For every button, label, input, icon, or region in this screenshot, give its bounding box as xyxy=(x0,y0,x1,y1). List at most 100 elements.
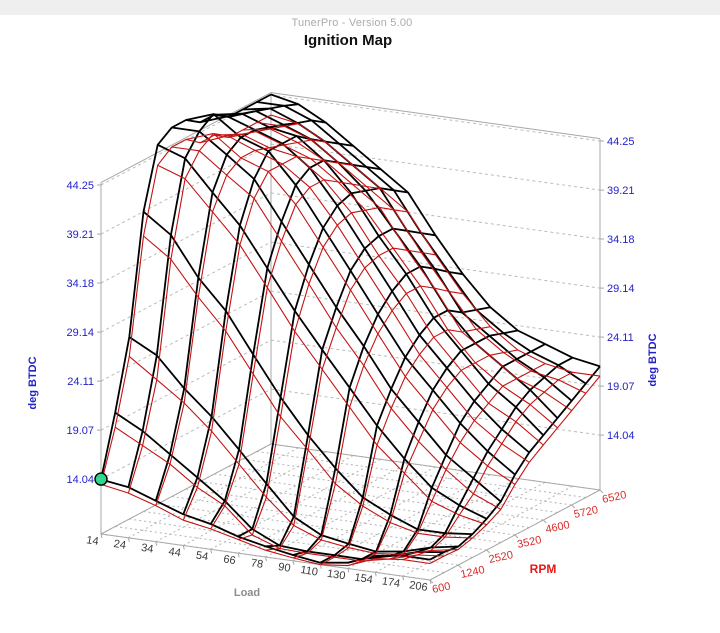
app-version-caption: TunerPro - Version 5.00 xyxy=(291,17,413,29)
x-axis-title: Load xyxy=(234,587,260,599)
primary-map-col xyxy=(128,336,459,553)
z-tick-label-right: 44.25 xyxy=(607,136,635,148)
rpm-tick xyxy=(486,549,491,554)
primary-map-col xyxy=(142,211,473,535)
z-tick-label-left: 24.11 xyxy=(67,376,94,388)
compare-map-col xyxy=(256,121,587,394)
primary-map-col xyxy=(171,126,502,503)
z-tick-label-left: 19.07 xyxy=(66,425,94,437)
rpm-tick xyxy=(542,519,547,524)
floor-back-edge xyxy=(270,443,601,491)
z-tick-label-left: 29.14 xyxy=(66,327,94,339)
load-tick-label: 110 xyxy=(300,564,319,579)
load-tick xyxy=(292,560,295,565)
right-wall-gridline xyxy=(270,241,601,289)
primary-map-col xyxy=(114,411,445,560)
left-wall-gridline xyxy=(100,388,272,480)
z-tick-label-left: 14.04 xyxy=(66,474,94,486)
floor-gridline xyxy=(185,488,516,536)
compare-map-col xyxy=(100,483,431,567)
floor-left-edge xyxy=(100,443,272,535)
rpm-tick-label: 4600 xyxy=(544,519,570,536)
compare-map-col xyxy=(214,133,544,446)
top-right-edge xyxy=(270,92,601,140)
primary-map-col xyxy=(228,110,559,419)
load-tick xyxy=(100,533,103,539)
right-wall-gridline xyxy=(270,388,601,436)
compare-map-col xyxy=(185,133,516,485)
primary-map-row xyxy=(292,265,464,556)
z-tick-label-right: 24.11 xyxy=(607,332,634,344)
load-tick xyxy=(319,564,322,569)
rpm-tick xyxy=(514,534,519,539)
compare-map-row xyxy=(127,123,299,494)
z-tick-label-right: 39.21 xyxy=(607,185,635,197)
load-tick xyxy=(155,541,158,546)
rpm-tick xyxy=(457,564,462,569)
rpm-tick-label: 5720 xyxy=(573,504,599,521)
compare-map-col xyxy=(143,235,473,539)
compare-map-col xyxy=(128,355,459,555)
floor-gridline xyxy=(242,458,572,506)
left-wall-gridline xyxy=(100,339,272,431)
right-wall-gridline xyxy=(270,290,601,338)
top-left-edge xyxy=(100,92,272,184)
rpm-tick-label: 3520 xyxy=(516,534,542,551)
primary-map-col xyxy=(100,478,431,564)
load-tick-label: 206 xyxy=(408,579,428,594)
window-top-strip xyxy=(0,0,720,15)
primary-map-col xyxy=(214,112,544,436)
left-wall-gridline xyxy=(100,241,272,333)
compare-map-col xyxy=(270,114,601,377)
z-tick-label-left: 44.25 xyxy=(66,180,94,192)
z-tick-label-right: 14.04 xyxy=(607,430,635,442)
z-axis-title-right: deg BTDC xyxy=(647,333,659,386)
load-tick xyxy=(237,553,240,558)
left-wall-gridline xyxy=(100,192,272,284)
compare-map-col xyxy=(228,131,558,429)
chart-title: Ignition Map xyxy=(303,32,393,49)
primary-map-row xyxy=(209,159,381,525)
primary-map-col xyxy=(185,113,516,476)
compare-map-row xyxy=(375,363,546,560)
primary-map-row xyxy=(375,343,546,557)
floor-gridline xyxy=(115,526,445,573)
compare-map-col xyxy=(114,426,445,562)
load-tick-label: 54 xyxy=(195,550,209,564)
y-axis-title: RPM xyxy=(530,562,557,576)
primary-map-col xyxy=(270,93,601,368)
right-wall-gridline xyxy=(270,192,601,240)
load-tick-label: 154 xyxy=(354,572,374,587)
z-tick-label-right: 29.14 xyxy=(607,283,635,295)
z-axis-title-left: deg BTDC xyxy=(27,356,39,409)
compare-map-col xyxy=(242,128,573,412)
left-wall-gridline xyxy=(100,143,272,235)
load-tick-label: 130 xyxy=(326,568,346,583)
load-tick-label: 24 xyxy=(113,538,127,552)
load-tick xyxy=(182,545,185,550)
load-tick xyxy=(265,556,267,562)
rpm-tick-label: 6520 xyxy=(601,489,627,506)
load-tick-label: 14 xyxy=(85,534,99,548)
load-tick xyxy=(402,576,405,581)
load-tick xyxy=(210,549,213,554)
floor-gridline xyxy=(256,451,586,498)
left-wall-gridline xyxy=(100,290,272,382)
load-tick-label: 90 xyxy=(277,561,291,575)
rpm-tick xyxy=(571,504,576,509)
compare-map-col xyxy=(157,164,487,526)
floor-gridline xyxy=(347,478,519,569)
load-tick-label: 34 xyxy=(140,542,154,556)
right-wall-gridline xyxy=(270,94,601,142)
load-tick-label: 174 xyxy=(381,575,401,590)
load-tick xyxy=(347,568,350,573)
compare-map-col xyxy=(171,146,502,510)
z-tick-label-right: 19.07 xyxy=(607,381,635,393)
load-tick-label: 78 xyxy=(250,557,264,571)
floor-gridline xyxy=(237,462,409,554)
z-tick-label-left: 39.21 xyxy=(66,229,94,241)
load-tick xyxy=(374,572,377,577)
floor-gridline xyxy=(228,466,558,513)
rpm-tick-label: 1240 xyxy=(459,564,485,581)
